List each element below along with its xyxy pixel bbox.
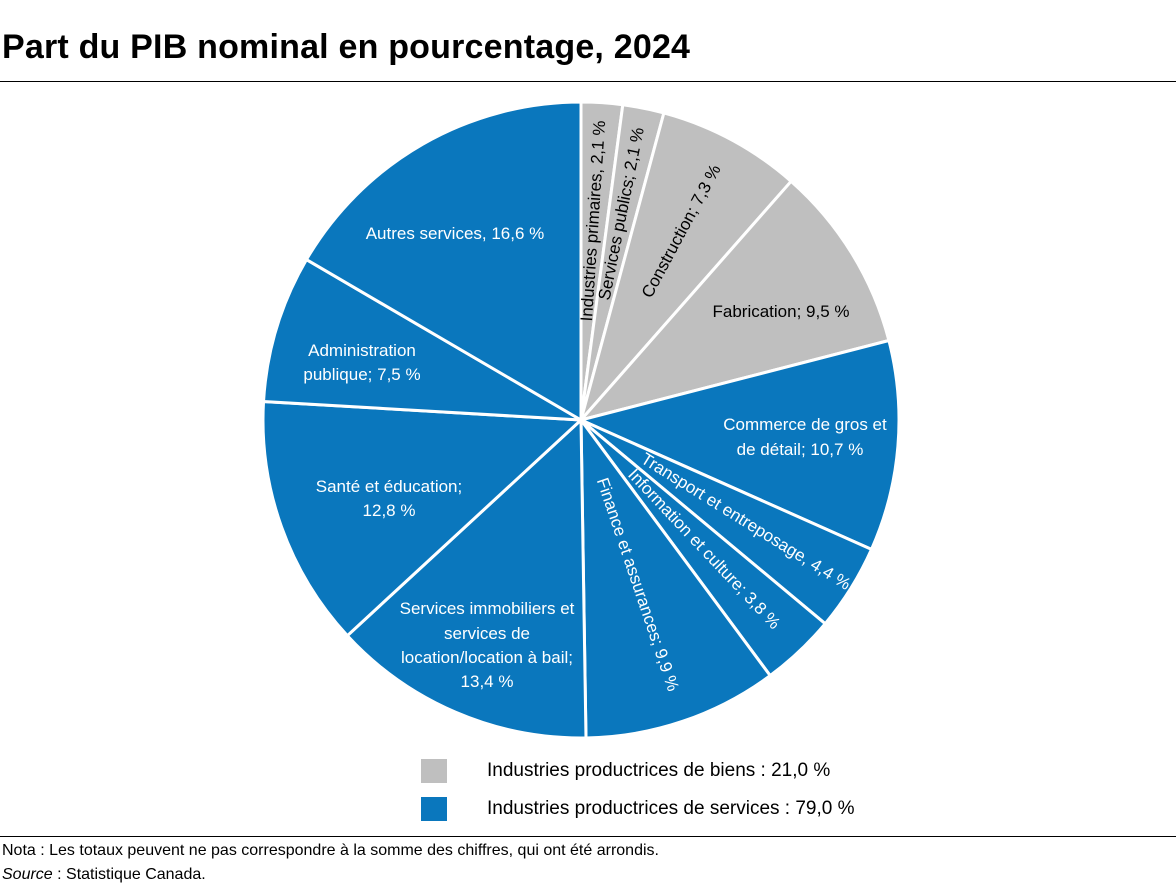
slice-label: Santé et éducation; <box>316 477 463 496</box>
chart-title: Part du PIB nominal en pourcentage, 2024 <box>2 28 691 66</box>
slice-label: Administration <box>308 341 416 360</box>
slice-label: location/location à bail; <box>401 648 573 667</box>
pie-slice <box>345 416 588 740</box>
slice-label: Autres services, 16,6 % <box>366 224 545 243</box>
slice-label: de détail; 10,7 % <box>737 440 864 459</box>
pie-slice <box>579 415 773 740</box>
pie-slice <box>579 111 794 421</box>
slice-label: 13,4 % <box>461 672 514 691</box>
title-divider <box>0 81 1176 82</box>
pie-slice <box>261 399 585 638</box>
slice-label: services de <box>444 624 530 643</box>
source-value: : Statistique Canada. <box>52 866 206 883</box>
legend-label-goods: Industries productrices de biens : 21,0 … <box>487 760 831 781</box>
pie-slice <box>576 338 901 552</box>
legend-item-goods: Industries productrices de biens : 21,0 … <box>421 759 830 783</box>
legend-label-services: Industries productrices de services : 79… <box>487 798 855 819</box>
slice-label: Fabrication; 9,5 % <box>712 302 849 321</box>
slice-label: Services immobiliers et <box>400 599 575 618</box>
pie-slice <box>304 100 583 423</box>
pie-slice <box>261 257 582 422</box>
pie-chart: Industries primaires, 2,1 %Services publ… <box>261 100 901 740</box>
source-text: Source : Statistique Canada. <box>2 866 206 884</box>
slice-label: Commerce de gros et <box>723 415 887 434</box>
slice-label: publique; 7,5 % <box>303 365 420 384</box>
source-label: Source <box>2 866 53 883</box>
legend-item-services: Industries productrices de services : 79… <box>421 797 855 821</box>
legend-swatch-services <box>421 797 447 821</box>
slice-label: 12,8 % <box>363 501 416 520</box>
note-text: Nota : Les totaux peuvent ne pas corresp… <box>2 842 659 859</box>
legend-swatch-goods <box>421 759 447 783</box>
notes-divider <box>0 836 1176 837</box>
